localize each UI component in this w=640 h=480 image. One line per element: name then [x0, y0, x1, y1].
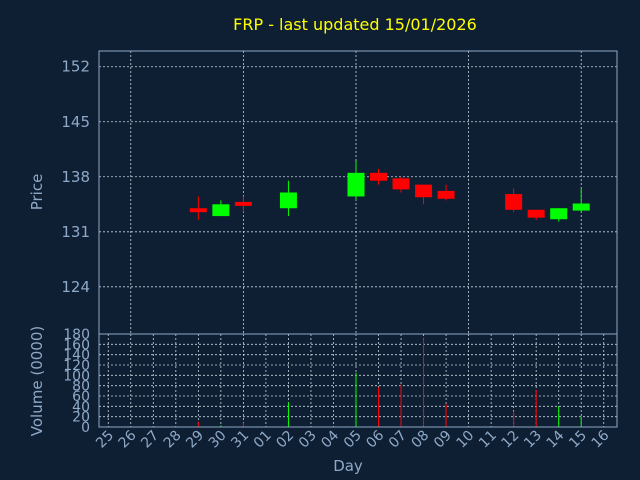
x-tick-label: 01 — [251, 428, 275, 452]
volume-tick-label: 140 — [63, 348, 90, 364]
volume-plot-frame — [98, 333, 618, 428]
x-tick-label: 02 — [273, 428, 297, 452]
x-tick-label: 14 — [544, 427, 568, 451]
x-tick-label: 08 — [408, 428, 432, 452]
x-tick-label: 16 — [589, 427, 613, 451]
price-axis-label: Price — [28, 174, 46, 211]
x-tick-label: 03 — [296, 428, 320, 452]
x-axis-label: Day — [333, 457, 363, 475]
x-tick-label: 25 — [93, 428, 117, 452]
volume-tick-label: 120 — [63, 358, 90, 374]
volume-tick-label: 80 — [72, 379, 90, 395]
candle-body — [347, 172, 365, 197]
x-tick-label: 10 — [454, 428, 478, 452]
x-tick-label: 26 — [116, 427, 140, 451]
x-tick-label: 15 — [566, 428, 590, 452]
x-tick-label: 04 — [318, 427, 342, 451]
x-tick-label: 29 — [183, 428, 207, 452]
x-tick-label: 07 — [386, 428, 410, 452]
volume-tick-label: 160 — [63, 337, 90, 353]
x-tick-label: 28 — [161, 428, 185, 452]
candle-body — [527, 209, 545, 218]
x-tick-label: 31 — [228, 428, 252, 452]
x-tick-label: 06 — [363, 427, 387, 451]
volume-tick-label: 180 — [63, 327, 90, 343]
x-tick-label: 11 — [476, 428, 500, 452]
candle-body — [392, 178, 410, 190]
x-tick-label: 13 — [521, 428, 545, 452]
candle-body — [415, 184, 433, 198]
price-tick-label: 145 — [61, 113, 90, 131]
candle-body — [550, 208, 568, 220]
volume-tick-label: 100 — [63, 368, 90, 384]
candle-body — [505, 194, 523, 210]
x-tick-label: 27 — [138, 428, 162, 452]
x-tick-label: 30 — [206, 428, 230, 452]
candle-body — [189, 208, 207, 213]
volume-tick-label: 0 — [81, 420, 90, 436]
candle-body — [212, 204, 230, 217]
candle-body — [370, 172, 388, 181]
volume-tick-label: 60 — [72, 389, 90, 405]
candle-body — [572, 203, 590, 211]
price-tick-label: 152 — [61, 58, 90, 76]
volume-axis-label: Volume (0000) — [28, 326, 46, 436]
candle-body — [234, 201, 252, 206]
chart-title: FRP - last updated 15/01/2026 — [233, 15, 477, 34]
price-tick-label: 138 — [61, 168, 90, 186]
x-tick-label: 12 — [499, 428, 523, 452]
x-tick-label: 09 — [431, 428, 455, 452]
volume-tick-label: 40 — [72, 399, 90, 415]
candle-body — [279, 192, 297, 209]
price-tick-label: 131 — [61, 223, 90, 241]
price-tick-label: 124 — [61, 278, 90, 296]
x-tick-label: 05 — [341, 428, 365, 452]
candle-body — [437, 190, 455, 199]
volume-tick-label: 20 — [72, 410, 90, 426]
